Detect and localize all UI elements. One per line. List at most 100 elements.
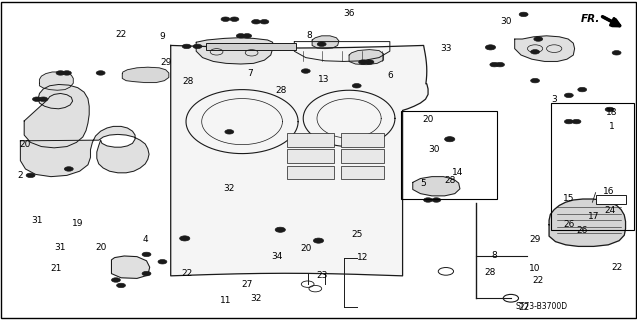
Circle shape bbox=[365, 60, 374, 64]
Text: 1: 1 bbox=[608, 122, 615, 131]
Polygon shape bbox=[515, 36, 575, 61]
Circle shape bbox=[26, 173, 35, 178]
Text: 32: 32 bbox=[224, 184, 235, 193]
Text: 9: 9 bbox=[159, 32, 165, 41]
Text: 2: 2 bbox=[17, 171, 22, 180]
Circle shape bbox=[572, 119, 581, 124]
Circle shape bbox=[424, 198, 433, 202]
Circle shape bbox=[531, 50, 540, 54]
Circle shape bbox=[605, 107, 614, 112]
Circle shape bbox=[180, 236, 190, 241]
Circle shape bbox=[275, 227, 285, 232]
Bar bbox=[287, 166, 334, 179]
Bar bbox=[287, 149, 334, 163]
Text: 29: 29 bbox=[529, 235, 541, 244]
Circle shape bbox=[519, 12, 528, 17]
Circle shape bbox=[445, 137, 455, 142]
Text: 31: 31 bbox=[55, 243, 66, 252]
Text: 3: 3 bbox=[551, 95, 557, 104]
Circle shape bbox=[236, 34, 245, 38]
Bar bbox=[287, 133, 334, 147]
Circle shape bbox=[359, 60, 368, 64]
Bar bbox=[551, 103, 634, 230]
Text: 23: 23 bbox=[316, 271, 327, 280]
Circle shape bbox=[485, 45, 496, 50]
Text: ST73-B3700D: ST73-B3700D bbox=[515, 302, 568, 311]
Text: 33: 33 bbox=[440, 44, 452, 53]
Circle shape bbox=[32, 97, 41, 101]
Text: 28: 28 bbox=[275, 86, 287, 95]
Text: 30: 30 bbox=[501, 17, 512, 26]
Text: 21: 21 bbox=[50, 264, 62, 273]
Circle shape bbox=[301, 69, 310, 73]
Circle shape bbox=[432, 198, 441, 202]
Text: 26: 26 bbox=[576, 226, 588, 235]
Polygon shape bbox=[39, 72, 73, 90]
Text: 27: 27 bbox=[241, 280, 253, 289]
Circle shape bbox=[534, 37, 543, 41]
Circle shape bbox=[243, 34, 252, 38]
Circle shape bbox=[158, 260, 167, 264]
Bar bbox=[401, 111, 497, 199]
Bar bbox=[341, 149, 384, 163]
Circle shape bbox=[317, 42, 326, 46]
Circle shape bbox=[252, 20, 261, 24]
Polygon shape bbox=[349, 50, 383, 65]
Polygon shape bbox=[206, 43, 296, 50]
Text: 15: 15 bbox=[563, 194, 575, 203]
Text: 10: 10 bbox=[529, 264, 541, 273]
Text: 20: 20 bbox=[95, 243, 106, 252]
Text: 22: 22 bbox=[533, 276, 544, 285]
Circle shape bbox=[564, 119, 573, 124]
Polygon shape bbox=[413, 177, 460, 196]
Text: 32: 32 bbox=[250, 294, 262, 303]
Circle shape bbox=[531, 78, 540, 83]
Text: 18: 18 bbox=[606, 108, 617, 117]
Circle shape bbox=[612, 51, 621, 55]
Polygon shape bbox=[312, 36, 339, 49]
Text: 22: 22 bbox=[115, 30, 127, 39]
Text: 4: 4 bbox=[143, 235, 148, 244]
Circle shape bbox=[496, 62, 505, 67]
Polygon shape bbox=[20, 126, 149, 177]
Text: 13: 13 bbox=[318, 75, 329, 84]
Text: FR.: FR. bbox=[581, 13, 600, 24]
Circle shape bbox=[56, 71, 65, 75]
Text: 11: 11 bbox=[220, 296, 231, 305]
Circle shape bbox=[117, 283, 125, 288]
Circle shape bbox=[142, 252, 151, 257]
Circle shape bbox=[225, 130, 234, 134]
Circle shape bbox=[221, 17, 230, 21]
Text: 12: 12 bbox=[357, 253, 369, 262]
Circle shape bbox=[260, 20, 269, 24]
Text: 14: 14 bbox=[452, 168, 463, 177]
Circle shape bbox=[578, 87, 587, 92]
Text: 24: 24 bbox=[604, 206, 615, 215]
Text: 6: 6 bbox=[387, 71, 393, 80]
Text: 7: 7 bbox=[247, 69, 254, 78]
Text: 31: 31 bbox=[31, 216, 43, 225]
Polygon shape bbox=[549, 199, 626, 246]
Polygon shape bbox=[24, 84, 89, 148]
Bar bbox=[341, 166, 384, 179]
Circle shape bbox=[193, 44, 202, 49]
Text: 17: 17 bbox=[588, 212, 599, 221]
Polygon shape bbox=[196, 38, 273, 64]
Circle shape bbox=[490, 62, 499, 67]
Text: 20: 20 bbox=[300, 244, 311, 253]
Circle shape bbox=[352, 84, 361, 88]
Bar bbox=[341, 133, 384, 147]
Circle shape bbox=[39, 97, 48, 101]
Text: 28: 28 bbox=[485, 268, 496, 277]
Bar bbox=[596, 195, 626, 204]
Text: 25: 25 bbox=[351, 230, 362, 239]
Text: 22: 22 bbox=[181, 269, 192, 278]
Circle shape bbox=[64, 167, 73, 171]
Text: 30: 30 bbox=[428, 145, 440, 154]
Circle shape bbox=[96, 71, 105, 75]
Polygon shape bbox=[122, 67, 169, 83]
Circle shape bbox=[313, 238, 324, 243]
Text: 20: 20 bbox=[422, 116, 434, 124]
Polygon shape bbox=[111, 256, 150, 278]
Text: 28: 28 bbox=[444, 176, 455, 185]
